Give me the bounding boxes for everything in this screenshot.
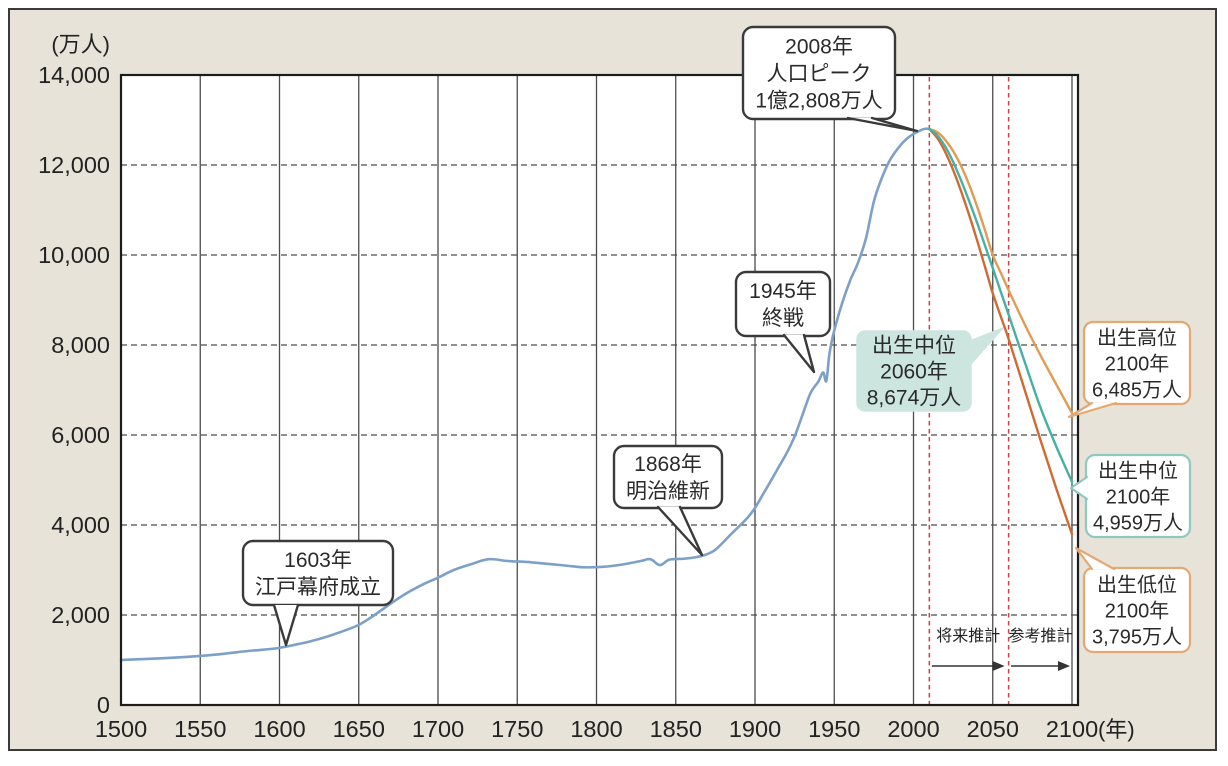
x-tick-label-1600: 1600 xyxy=(253,716,305,742)
annotation-meiji-tail xyxy=(656,505,704,557)
annotation-shusen-tail xyxy=(782,333,816,374)
annotation-mid2060-line-2: 8,674万人 xyxy=(867,387,962,410)
annotation-edo-box xyxy=(241,539,395,607)
range-arrow-1-head xyxy=(1058,661,1070,671)
y-tick-label-12000: 12,000 xyxy=(38,152,110,178)
x-tick-label-2100: 2100 xyxy=(1046,716,1098,742)
history-line xyxy=(119,127,931,662)
annotation-edo-line-0: 1603年 xyxy=(284,549,352,572)
annotation-high2100-box xyxy=(1082,320,1192,406)
y-axis-unit-label: (万人) xyxy=(51,32,110,57)
annotation-peak-box xyxy=(741,25,897,121)
x-tick-label-2050: 2050 xyxy=(967,716,1019,742)
annotation-mid2100: 出生中位 2100年 4,959万人 xyxy=(1069,453,1192,539)
y-tick-label-4000: 4,000 xyxy=(51,512,110,538)
x-tick-label-1550: 1550 xyxy=(174,716,226,742)
annotation-mid2060-tail xyxy=(969,327,1004,366)
annotation-mid2100-line-2: 4,959万人 xyxy=(1093,512,1183,535)
annotation-mid2060-box xyxy=(856,330,972,412)
annotation-low2100-line-1: 2100年 xyxy=(1105,600,1170,623)
annotation-low2100-line-0: 出生低位 xyxy=(1097,574,1177,597)
annotation-peak-tail xyxy=(846,116,919,133)
annotation-mid2100-tail xyxy=(1069,475,1089,501)
annotation-high2100-line-2: 6,485万人 xyxy=(1092,379,1182,402)
range-arrow-0-head xyxy=(992,661,1005,671)
x-tick-label-1750: 1750 xyxy=(491,716,543,742)
y-tick-label-0: 0 xyxy=(97,692,110,718)
annotation-edo-tail xyxy=(272,603,300,647)
annotation-high2100: 出生高位 2100年 6,485万人 xyxy=(1067,320,1192,419)
x-tick-label-2000: 2000 xyxy=(887,716,939,742)
annotation-low2100-line-2: 3,795万人 xyxy=(1092,626,1182,649)
annotation-mid2100-line-0: 出生中位 xyxy=(1098,460,1178,483)
annotation-low2100-box xyxy=(1082,566,1192,654)
annotation-edo-line-1: 江戸幕府成立 xyxy=(255,576,381,599)
annotation-high2100-line-1: 2100年 xyxy=(1105,353,1170,376)
annotation-mid2060-line-1: 2060年 xyxy=(880,361,948,384)
range-arrow-1-label: 参考推計 xyxy=(1009,627,1073,645)
x-tick-label-1500: 1500 xyxy=(95,716,147,742)
annotation-meiji-line-0: 1868年 xyxy=(634,453,702,476)
x-axis-unit-label: (年) xyxy=(1098,717,1135,742)
annotation-peak-line-0: 2008年 xyxy=(785,36,853,59)
annotation-low2100: 出生低位 2100年 3,795万人 xyxy=(1074,546,1192,654)
annotation-high2100-tail xyxy=(1067,401,1118,419)
y-tick-label-2000: 2,000 xyxy=(51,602,110,628)
annotation-low2100-tail xyxy=(1074,546,1116,571)
projection-low-line xyxy=(928,127,1074,536)
annotation-shusen-box xyxy=(734,270,832,338)
x-tick-label-1900: 1900 xyxy=(729,716,781,742)
y-tick-label-6000: 6,000 xyxy=(51,422,110,448)
annotation-peak-line-2: 1億2,808万人 xyxy=(755,90,882,113)
y-tick-label-8000: 8,000 xyxy=(51,332,110,358)
annotation-high2100-line-0: 出生高位 xyxy=(1097,327,1177,350)
annotation-peak-line-1: 人口ピーク xyxy=(767,63,872,86)
x-tick-label-1650: 1650 xyxy=(333,716,385,742)
annotation-shusen-line-0: 1945年 xyxy=(749,280,817,303)
y-tick-label-10000: 10,000 xyxy=(38,242,110,268)
projection-high-line xyxy=(928,127,1074,415)
y-tick-label-14000: 14,000 xyxy=(38,62,110,88)
annotation-mid2060: 出生中位 2060年 8,674万人 xyxy=(856,327,1004,412)
projection-medium-line xyxy=(928,127,1074,484)
x-tick-label-1700: 1700 xyxy=(412,716,464,742)
x-tick-label-1800: 1800 xyxy=(570,716,622,742)
annotation-mid2100-line-1: 2100年 xyxy=(1106,486,1171,509)
annotation-meiji-line-1: 明治維新 xyxy=(626,480,710,503)
x-tick-label-1950: 1950 xyxy=(808,716,860,742)
annotation-shusen-line-1: 終戦 xyxy=(762,307,804,330)
plot-border xyxy=(119,73,1080,707)
x-tick-label-1850: 1850 xyxy=(650,716,702,742)
range-arrow-0-label: 将来推計 xyxy=(936,627,1000,645)
annotation-mid2060-line-0: 出生中位 xyxy=(872,335,956,358)
